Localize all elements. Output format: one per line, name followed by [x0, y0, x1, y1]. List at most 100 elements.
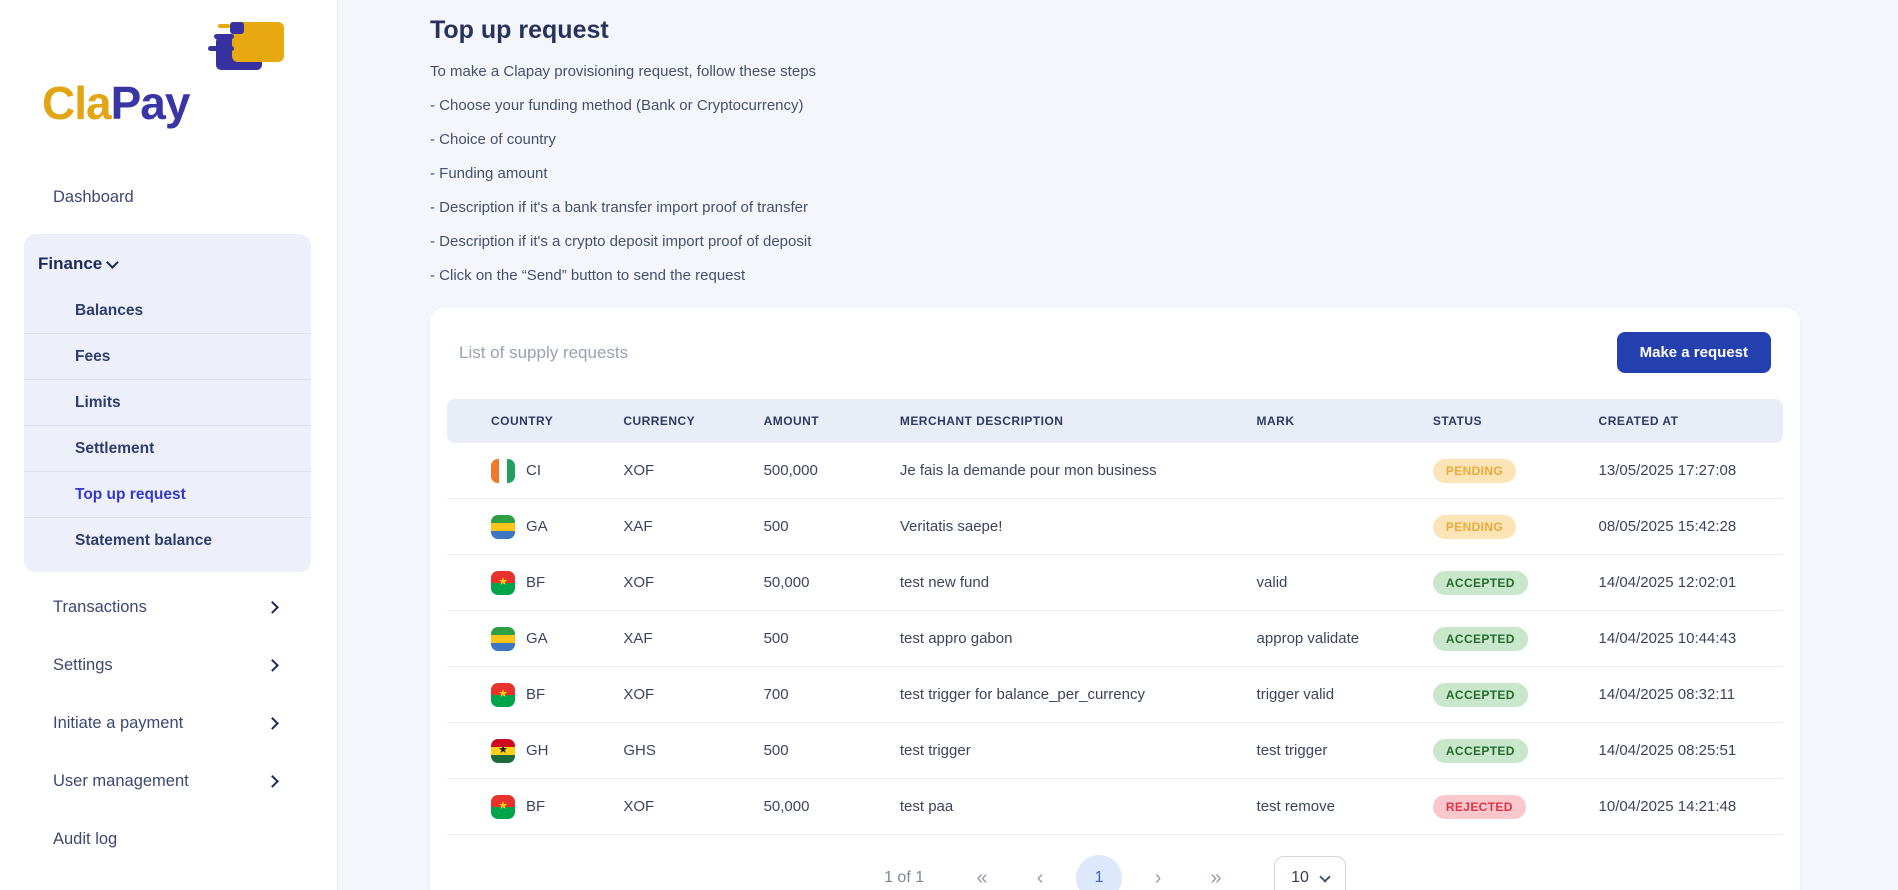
column-header-currency: CURRENCY — [623, 414, 696, 428]
created-at-cell: 10/04/2025 14:21:48 — [1598, 798, 1737, 815]
prev-page-button[interactable]: ‹ — [1018, 867, 1062, 890]
sidebar-item-settings[interactable]: Settings — [0, 642, 337, 688]
list-title: List of supply requests — [459, 342, 629, 362]
flag-stripe — [491, 806, 515, 819]
sidebar-item-top-up-request[interactable]: Top up request — [24, 472, 311, 518]
sidebar-item-label: Initiate a payment — [53, 713, 184, 732]
status-badge: PENDING — [1432, 514, 1517, 539]
currency-cell: XOF — [623, 686, 655, 703]
instruction-step: - Choose your funding method (Bank or Cr… — [430, 97, 804, 114]
sidebar-item-balances[interactable]: Balances — [24, 288, 311, 334]
flag-stripe — [491, 570, 515, 583]
instruction-step: - Description if it's a crypto deposit i… — [430, 233, 812, 250]
country-code: BF — [526, 798, 546, 815]
amount-cell: 500 — [763, 518, 789, 535]
merchant-description-cell: test paa — [899, 798, 954, 815]
sidebar-group-finance: Finance Balances Fees Limits Settlement Top … — [24, 234, 311, 572]
country-code: GA — [526, 518, 548, 535]
table-row: ★ BF XOF 50,000 test paa test remove REJECTED 1… — [447, 779, 1783, 835]
current-page-button[interactable]: 1 — [1076, 855, 1123, 890]
country-code: BF — [526, 574, 546, 591]
logo-card-shape — [230, 22, 244, 34]
status-badge: ACCEPTED — [1432, 682, 1528, 707]
country-cell: ★ BF — [447, 570, 611, 595]
currency-cell: XOF — [623, 798, 655, 815]
instructions-intro: To make a Clapay provisioning request, f… — [430, 63, 817, 80]
sidebar-item-label: Transactions — [53, 597, 147, 616]
card-header: List of supply requests Make a request — [447, 326, 1783, 373]
ci-flag-icon — [491, 458, 515, 483]
flag-stripe — [491, 626, 515, 635]
currency-cell: XAF — [623, 630, 653, 647]
pagination: 1 of 1 « ‹ 1 › » 10 — [447, 835, 1783, 890]
main-content: Top up request To make a Clapay provisio… — [338, 0, 1898, 890]
flag-stripe — [491, 738, 515, 747]
table-row: ★ BF XOF 700 test trigger for balance_per_cu… — [447, 667, 1783, 723]
status-cell: REJECTED — [1421, 794, 1587, 819]
flag-stripe — [491, 522, 515, 531]
sidebar-item-fees[interactable]: Fees — [24, 334, 311, 380]
created-at-cell: 14/04/2025 10:44:43 — [1598, 630, 1737, 647]
sidebar-item-dashboard[interactable]: Dashboard — [0, 174, 337, 220]
clapay-wordmark: ClaPay — [42, 76, 190, 130]
instruction-step: - Description if it's a bank transfer im… — [430, 199, 809, 216]
sidebar-item-initiate-a-payment[interactable]: Initiate a payment — [0, 700, 337, 746]
chevron-right-icon — [266, 600, 279, 614]
sidebar-item-finance[interactable]: Finance — [24, 240, 311, 288]
sidebar-item-audit-log[interactable]: Audit log — [0, 816, 337, 862]
country-code: GH — [526, 742, 549, 759]
chevron-right-icon — [266, 716, 279, 730]
last-page-button[interactable]: » — [1194, 867, 1238, 890]
country-cell: CI — [447, 458, 611, 483]
amount-cell: 700 — [763, 686, 789, 703]
status-cell: ACCEPTED — [1421, 682, 1587, 707]
flag-stripe — [491, 754, 515, 763]
status-cell: ACCEPTED — [1421, 738, 1587, 763]
mark-cell: approp validate — [1256, 630, 1360, 647]
logo-speed-line — [218, 24, 230, 28]
sidebar-item-transactions[interactable]: Transactions — [0, 584, 337, 630]
sidebar-item-limits[interactable]: Limits — [24, 380, 311, 426]
sidebar-item-label: Dashboard — [53, 187, 134, 206]
created-at-cell: 14/04/2025 08:32:11 — [1598, 686, 1736, 703]
ga-flag-icon — [491, 514, 515, 539]
logo-text-cla: Cla — [42, 77, 112, 129]
sidebar-item-settlement[interactable]: Settlement — [24, 426, 311, 472]
flag-stripe — [491, 794, 515, 807]
table-row: ★ BF XOF 50,000 test new fund valid ACCEPTED 14… — [447, 555, 1783, 611]
clapay-logo[interactable]: ClaPay — [42, 20, 292, 132]
country-cell: ★ BF — [447, 682, 611, 707]
created-at-cell: 08/05/2025 15:42:28 — [1598, 518, 1737, 535]
instruction-step: - Funding amount — [430, 165, 548, 182]
sidebar-menu: Transactions Settings Initiate a payment Us… — [0, 584, 337, 862]
finance-label: Finance — [38, 254, 103, 273]
first-page-button[interactable]: « — [960, 867, 1004, 890]
created-at-cell: 14/04/2025 08:25:51 — [1598, 742, 1737, 759]
mark-cell: test trigger — [1256, 742, 1328, 759]
column-header-country: COUNTRY — [491, 414, 554, 428]
status-badge: ACCEPTED — [1432, 570, 1528, 595]
currency-cell: GHS — [623, 742, 656, 759]
finance-submenu: Balances Fees Limits Settlement Top up reque… — [24, 288, 311, 564]
country-cell: GA — [447, 626, 611, 651]
mark-cell: trigger valid — [1256, 686, 1335, 703]
amount-cell: 500 — [763, 630, 789, 647]
column-header-merchant-description: MERCHANT DESCRIPTION — [899, 414, 1064, 428]
table-header: COUNTRY CURRENCY AMOUNT MERCHANT DESCRIPTIO… — [447, 399, 1783, 443]
make-request-button[interactable]: Make a request — [1616, 332, 1771, 373]
table-body: CI XOF 500,000 Je fais la demande pour mon … — [447, 443, 1783, 835]
flag-stripe — [491, 582, 515, 595]
sidebar-item-statement-balance[interactable]: Statement balance — [75, 532, 212, 549]
amount-cell: 50,000 — [763, 574, 810, 591]
page-size-select[interactable]: 10 — [1274, 856, 1346, 890]
next-page-button[interactable]: › — [1136, 867, 1180, 890]
flag-stripe — [491, 746, 515, 755]
sidebar-item-user-management[interactable]: User management — [0, 758, 337, 804]
sidebar: ClaPay Dashboard Finance Balances Fees Lim… — [0, 0, 338, 890]
logo-speed-line — [208, 46, 234, 51]
logo-speed-line — [214, 34, 234, 39]
flag-stripe — [491, 530, 515, 539]
status-badge: ACCEPTED — [1432, 626, 1528, 651]
sidebar-item-label: Audit log — [53, 829, 118, 848]
